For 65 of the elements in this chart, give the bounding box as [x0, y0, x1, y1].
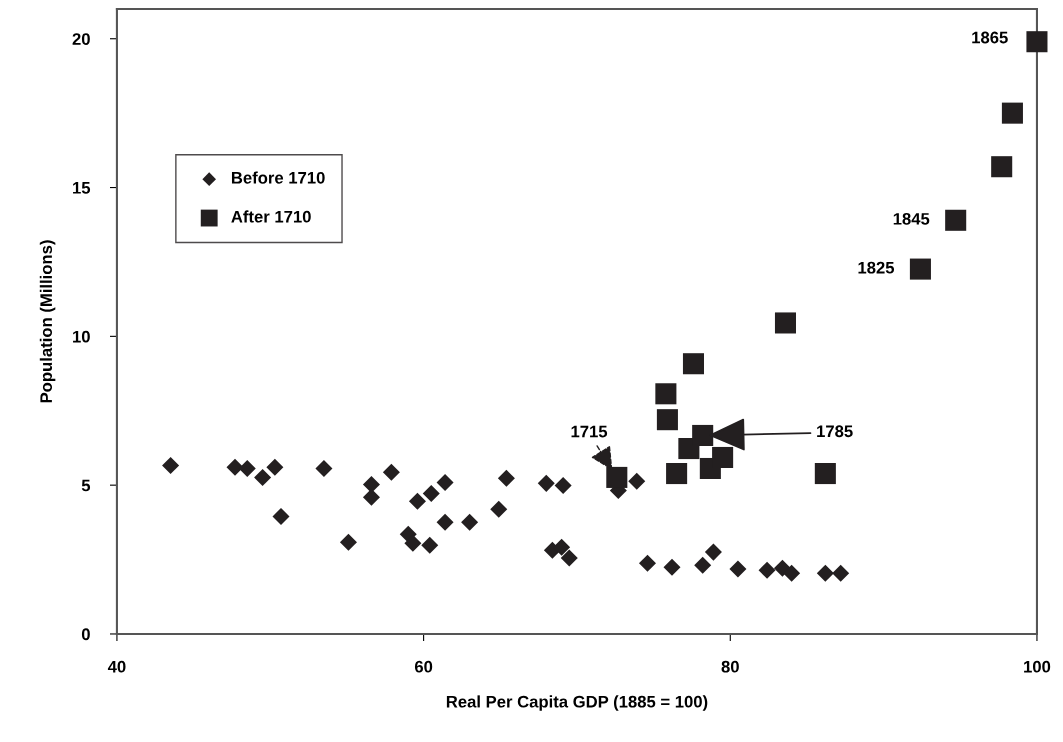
- point: [254, 468, 272, 486]
- point: [436, 513, 454, 531]
- legend-label: Before 1710: [231, 171, 325, 184]
- x-tick-label: 100: [1024, 660, 1051, 673]
- point: [1001, 102, 1023, 124]
- y-tick-label: 15: [73, 182, 91, 194]
- point: [422, 484, 440, 502]
- point: [832, 564, 850, 582]
- point: [663, 558, 681, 576]
- point: [638, 554, 656, 572]
- point: [628, 472, 646, 490]
- point: [553, 538, 571, 556]
- point: [783, 564, 801, 582]
- x-tick-label: 60: [414, 660, 433, 673]
- point: [814, 463, 836, 485]
- annotation: 1845: [893, 212, 930, 225]
- point: [226, 458, 244, 476]
- point: [682, 353, 705, 375]
- point: [362, 488, 380, 506]
- annotation: 1715: [571, 425, 608, 438]
- point: [272, 507, 290, 525]
- point: [606, 466, 628, 488]
- point: [1026, 31, 1048, 53]
- annotation: 1785: [817, 425, 853, 438]
- point: [774, 312, 797, 334]
- y-tick-label: 10: [73, 330, 90, 343]
- point: [554, 476, 572, 494]
- legend-label: After 1710: [231, 210, 311, 223]
- point: [816, 564, 834, 582]
- x-tick-label: 80: [721, 660, 739, 673]
- point: [421, 536, 439, 554]
- point: [991, 156, 1013, 178]
- y-tick-label: 20: [72, 33, 90, 45]
- point: [461, 513, 479, 531]
- point: [537, 474, 555, 492]
- point: [382, 463, 400, 481]
- point: [339, 533, 357, 551]
- point: [655, 383, 677, 405]
- point: [436, 473, 454, 491]
- point: [909, 258, 931, 280]
- x-tick-label: 40: [107, 660, 126, 673]
- annotation: 1865: [972, 31, 1008, 44]
- point: [408, 492, 426, 510]
- point: [729, 560, 747, 578]
- point: [694, 556, 712, 574]
- point: [656, 409, 678, 431]
- y-axis-title: Population (Millions): [39, 240, 56, 403]
- point: [238, 459, 256, 477]
- point: [666, 463, 688, 485]
- point: [162, 457, 180, 475]
- point: [315, 459, 333, 477]
- point: [404, 534, 422, 552]
- point: [560, 549, 578, 567]
- annotation: 1825: [858, 261, 895, 274]
- point: [704, 543, 722, 561]
- point: [490, 500, 508, 518]
- x-axis-title: Real Per Capita GDP (1885 = 100): [446, 695, 708, 711]
- point: [712, 446, 734, 469]
- point: [692, 424, 714, 446]
- point: [266, 458, 284, 476]
- point: [758, 561, 776, 579]
- y-tick-label: 5: [81, 479, 91, 492]
- point: [945, 209, 967, 231]
- y-tick-label: 0: [81, 628, 90, 641]
- point: [497, 469, 515, 487]
